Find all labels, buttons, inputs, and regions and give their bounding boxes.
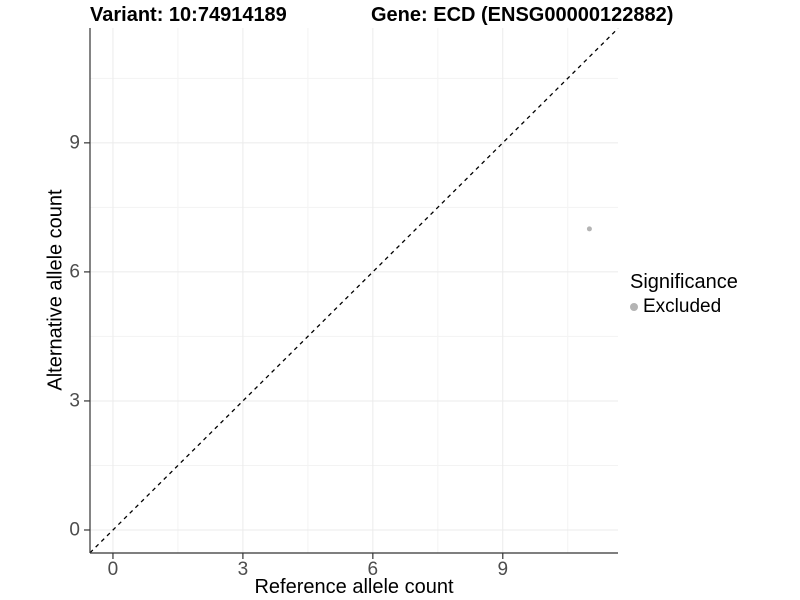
legend-item-excluded: Excluded [630,296,738,318]
y-tick-label: 3 [69,390,80,412]
x-tick-label: 6 [367,559,379,580]
y-axis-title: Alternative allele count [44,189,67,391]
plot-title-variant: Variant: 10:74914189 [90,4,287,26]
plot-title-gene: Gene: ECD (ENSG00000122882) [371,4,674,26]
y-tick-label: 6 [69,261,80,283]
identity-dashed-line [89,27,619,554]
legend: Significance Excluded [630,271,738,318]
legend-item-label: Excluded [643,296,722,317]
legend-key-dot-icon [630,303,638,312]
legend-title: Significance [630,271,738,293]
x-axis-title: Reference allele count [254,576,454,598]
y-tick-label: 0 [69,519,80,541]
x-tick-label: 9 [497,559,509,580]
data-point [586,226,592,232]
y-tick-label: 9 [69,132,80,154]
x-tick-label: 3 [237,559,249,580]
x-tick-label: 0 [107,559,119,580]
